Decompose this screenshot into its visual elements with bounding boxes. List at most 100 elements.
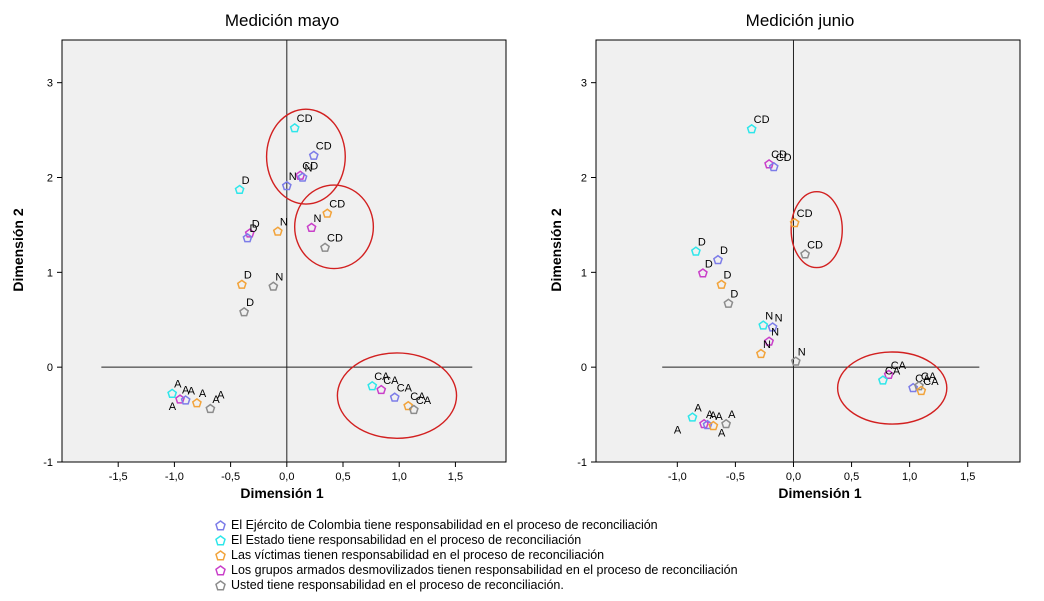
legend-item-grupos: Los grupos armados desmovilizados tienen… xyxy=(215,563,738,578)
legend-item-victimas: Las víctimas tienen responsabilidad en e… xyxy=(215,548,738,563)
x-tick-label: 1,0 xyxy=(392,471,407,483)
point-label: CD xyxy=(754,114,770,126)
data-point-ejercito xyxy=(768,161,779,172)
data-point-grupos xyxy=(764,159,775,169)
point-label: D xyxy=(705,258,713,270)
data-point-victimas xyxy=(755,348,766,359)
data-point-usted xyxy=(723,298,734,308)
highlight-circle xyxy=(790,191,843,269)
point-label: D xyxy=(730,289,738,301)
point-label: N xyxy=(280,217,288,229)
point-label: CA xyxy=(885,365,901,377)
legend-item-estado: El Estado tiene responsabilidad en el pr… xyxy=(215,533,738,548)
point-label: CD xyxy=(776,152,792,164)
point-label: CD xyxy=(297,113,313,125)
x-tick-label: -1,0 xyxy=(668,471,687,483)
legend-item-ejercito: El Ejército de Colombia tiene responsabi… xyxy=(215,518,738,533)
point-label: CD xyxy=(797,208,813,220)
legend-label: El Estado tiene responsabilidad en el pr… xyxy=(231,533,582,547)
data-point-ejercito xyxy=(297,172,308,182)
data-point-ejercito xyxy=(308,150,319,160)
point-label: A xyxy=(212,394,220,406)
point-label: D xyxy=(252,218,260,230)
point-label: A xyxy=(674,425,682,437)
pentagon-marker-icon xyxy=(215,550,226,561)
data-point-ejercito xyxy=(712,254,723,265)
x-tick-label: -0,5 xyxy=(726,471,745,483)
x-axis-label: Dimensión 1 xyxy=(778,485,861,501)
data-point-victimas xyxy=(322,208,333,218)
point-label: CD xyxy=(329,199,345,211)
data-point-estado xyxy=(687,412,698,422)
point-label: CD xyxy=(302,161,318,173)
legend-label: Usted tiene responsabilidad en el proces… xyxy=(231,578,564,592)
point-label: A xyxy=(710,410,718,422)
x-tick-label: -0,5 xyxy=(221,471,240,483)
data-point-victimas xyxy=(708,420,719,431)
data-point-estado xyxy=(877,375,888,385)
point-label: CA xyxy=(891,360,907,372)
point-label: CA xyxy=(923,376,939,388)
point-label: N xyxy=(765,310,773,322)
x-tick-label: -1,5 xyxy=(109,471,128,483)
data-point-usted xyxy=(268,281,279,291)
x-tick-label: 0,5 xyxy=(335,471,350,483)
x-tick-label: 0,0 xyxy=(279,471,294,483)
point-label: D xyxy=(249,223,257,235)
point-label: A xyxy=(715,411,723,423)
point-label: CA xyxy=(374,371,390,383)
data-point-usted xyxy=(800,249,811,259)
plot-area: -1,0 -0,5 0,0 0,5 1,0 1,5-10123CDCDCDCDCDDDDD… xyxy=(577,39,1021,483)
x-tick-label: 1,0 xyxy=(902,471,917,483)
data-point-grupos xyxy=(376,384,387,395)
data-point-victimas xyxy=(191,397,202,408)
point-label: CA xyxy=(397,383,413,395)
chart-title: Medición junio xyxy=(746,11,855,30)
point-label: CA xyxy=(410,391,426,403)
point-label: N xyxy=(763,339,771,351)
point-label: A xyxy=(694,402,702,414)
point-label: D xyxy=(242,175,250,187)
point-label: A xyxy=(182,384,190,396)
highlight-circle xyxy=(336,352,458,439)
data-point-estado xyxy=(289,122,300,133)
y-tick-label: 3 xyxy=(581,78,587,90)
point-label: D xyxy=(246,297,254,309)
x-tick-label: 0,0 xyxy=(786,471,801,483)
point-label: N xyxy=(798,346,806,358)
data-point-estado xyxy=(167,388,178,398)
y-tick-label: 3 xyxy=(47,78,53,90)
data-point-grupos xyxy=(306,222,317,232)
y-tick-label: -1 xyxy=(577,457,587,469)
point-label: A xyxy=(169,401,177,413)
legend: El Ejército de Colombia tiene responsabi… xyxy=(215,518,738,593)
data-point-estado xyxy=(746,123,757,134)
y-tick-label: -1 xyxy=(43,457,53,469)
x-tick-label: -1,0 xyxy=(165,471,184,483)
highlight-circle xyxy=(293,184,375,270)
y-tick-label: 0 xyxy=(581,362,587,374)
data-point-ejercito xyxy=(389,392,400,402)
data-point-ejercito xyxy=(908,382,919,393)
legend-label: El Ejército de Colombia tiene responsabi… xyxy=(231,518,658,532)
y-axis-label: Dimensión 2 xyxy=(548,208,564,291)
point-label: N xyxy=(305,163,313,175)
point-label: CA xyxy=(383,375,399,387)
data-point-victimas xyxy=(236,279,247,289)
point-label: N xyxy=(775,312,783,324)
chart-medicion-mayo: -1,5 -1,0 -0,5 0,0 0,5 1,0 1,5-10123CDCDCDNNDC… xyxy=(10,11,507,501)
x-tick-label: 0,5 xyxy=(844,471,859,483)
legend-label: Las víctimas tienen responsabilidad en e… xyxy=(231,548,605,562)
data-point-usted xyxy=(721,418,732,429)
x-tick-label: 1,5 xyxy=(448,471,463,483)
y-axis-label: Dimensión 2 xyxy=(10,208,26,291)
y-tick-label: 0 xyxy=(47,362,53,374)
data-point-victimas xyxy=(272,226,283,236)
data-point-victimas xyxy=(403,400,414,411)
point-label: A xyxy=(199,388,207,400)
data-point-usted xyxy=(790,356,801,366)
point-label: CA xyxy=(921,371,937,383)
point-label: D xyxy=(698,236,706,248)
chart-title: Medición mayo xyxy=(225,11,339,30)
